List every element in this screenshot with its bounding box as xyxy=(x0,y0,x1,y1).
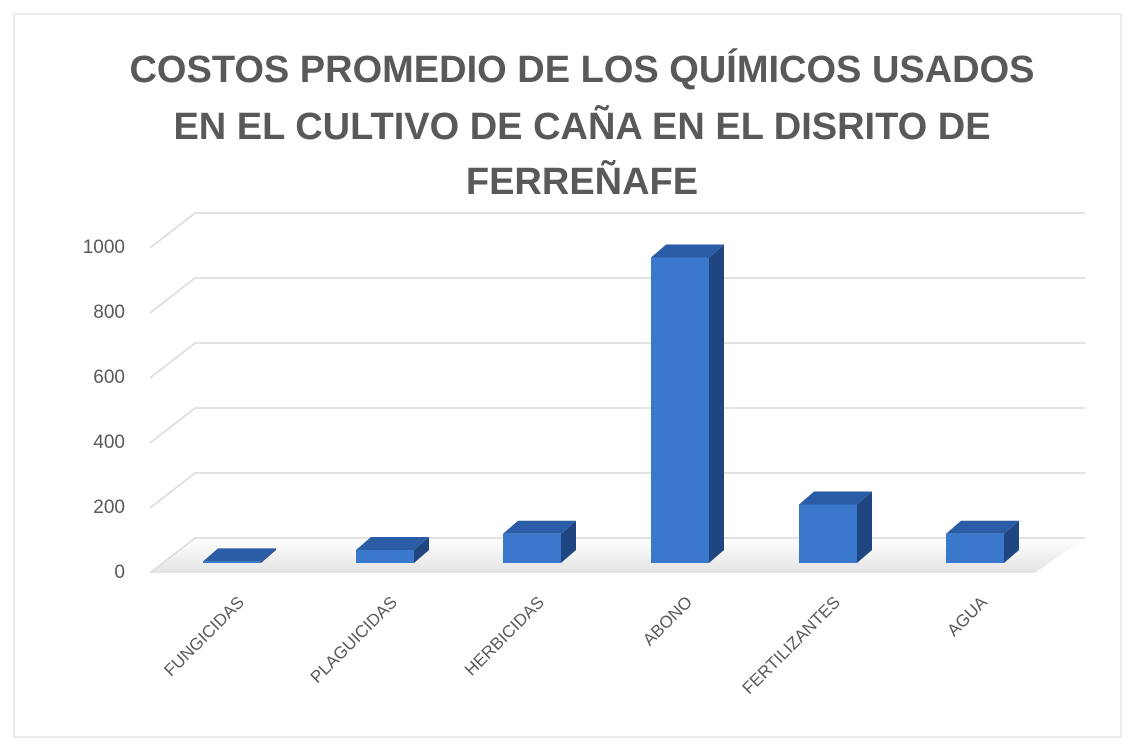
bar xyxy=(651,244,724,563)
bar-face xyxy=(1004,520,1019,563)
bar xyxy=(946,520,1019,563)
bar-face xyxy=(356,550,414,563)
bar-face xyxy=(561,520,576,563)
bar-face xyxy=(946,533,1004,563)
bar-face xyxy=(799,504,857,563)
bar-face xyxy=(709,244,724,563)
chart-frame xyxy=(13,13,1122,738)
y-tick-label: 1000 xyxy=(83,237,125,258)
grid-line xyxy=(149,212,1085,249)
bar xyxy=(203,548,276,563)
bar xyxy=(799,491,872,563)
y-tick-label: 0 xyxy=(114,562,125,583)
bar-face xyxy=(203,548,276,562)
grid-line xyxy=(149,342,1085,379)
y-tick-label: 400 xyxy=(93,432,125,453)
bar-face xyxy=(503,520,576,534)
bar-face xyxy=(261,548,276,563)
y-tick-label: 800 xyxy=(93,302,125,323)
chart-title: FERREÑAFE xyxy=(466,159,698,203)
bar xyxy=(503,520,576,563)
grid-line xyxy=(149,537,1085,574)
chart-title: EN EL CULTIVO DE CAÑA EN EL DISRITO DE xyxy=(173,104,990,148)
y-tick-label: 600 xyxy=(93,367,125,388)
bar-face xyxy=(857,491,872,563)
bar xyxy=(356,537,429,563)
y-tick-label: 200 xyxy=(93,497,125,518)
bar-face xyxy=(414,537,429,563)
bar-face xyxy=(651,257,709,563)
grid-line xyxy=(149,407,1085,444)
grid-line xyxy=(149,472,1085,509)
bar-face xyxy=(946,520,1019,534)
bar-face xyxy=(651,244,724,258)
bar-face xyxy=(356,537,429,550)
bar-face xyxy=(203,561,261,563)
chart-title: COSTOS PROMEDIO DE LOS QUÍMICOS USADOS xyxy=(129,47,1034,91)
grid-line xyxy=(149,277,1085,314)
floor xyxy=(150,538,1085,573)
bar-face xyxy=(799,491,872,505)
bar-face xyxy=(503,533,561,563)
